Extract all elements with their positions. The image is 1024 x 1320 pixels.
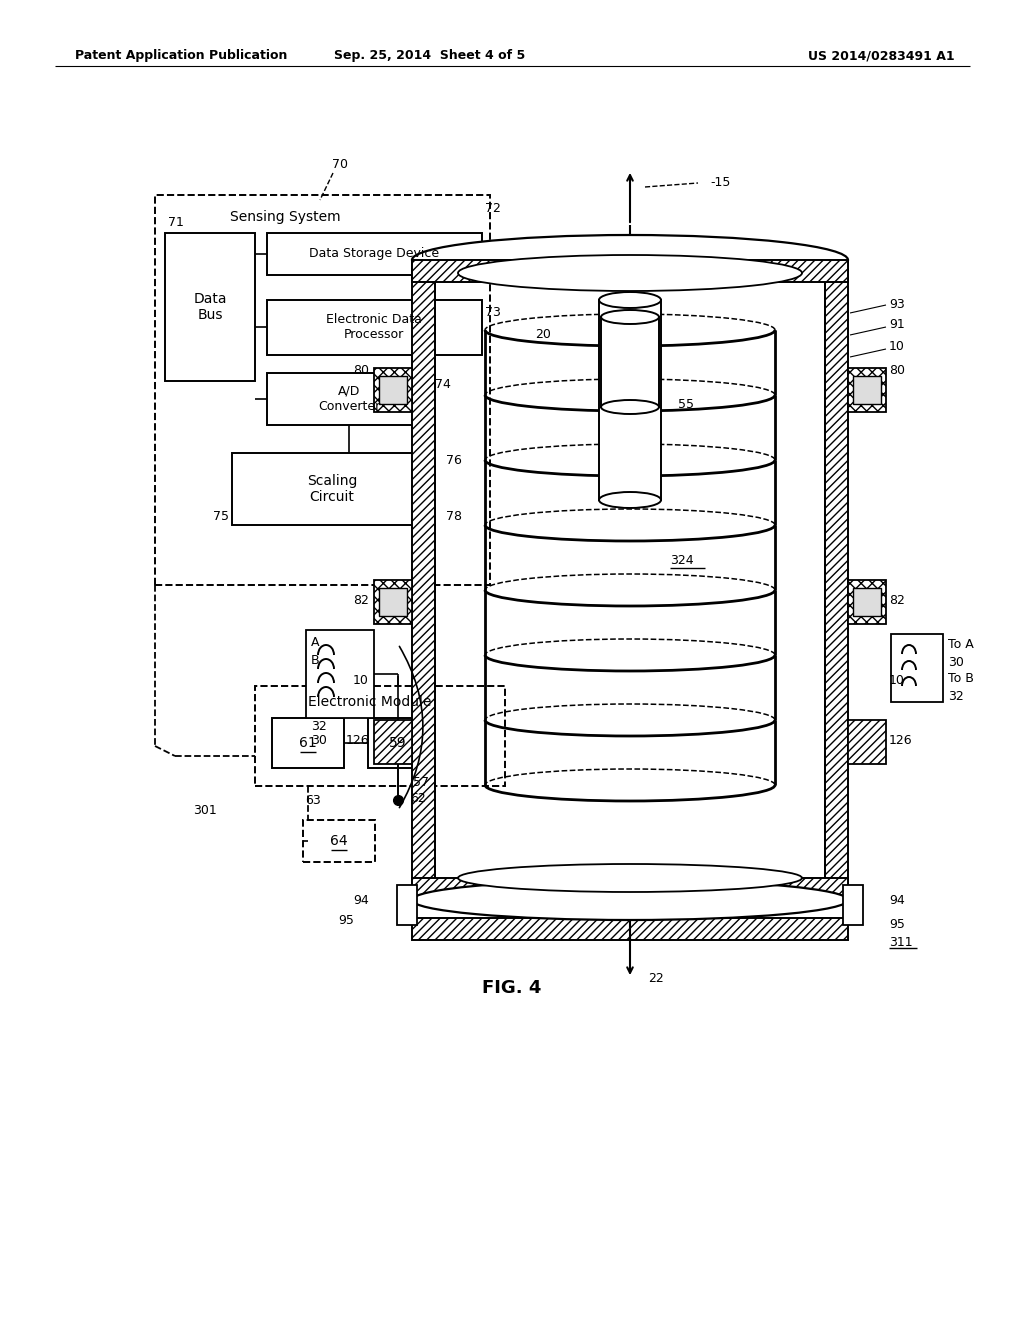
Bar [848,579,886,624]
Bar [412,260,435,900]
Text: Sensing System: Sensing System [229,210,340,224]
Bar [255,686,505,785]
Bar [843,884,863,925]
Bar [267,300,482,355]
Bar [267,374,432,425]
Text: 30: 30 [311,734,327,747]
Bar [379,587,407,616]
Bar [848,719,886,764]
Bar [272,718,344,768]
Text: -15: -15 [710,177,730,190]
Ellipse shape [412,235,848,285]
Ellipse shape [412,880,848,920]
Text: 64: 64 [330,834,348,847]
Text: To A: To A [948,638,974,651]
Text: 73: 73 [485,305,501,318]
Text: 82: 82 [889,594,905,606]
Text: 30: 30 [948,656,964,668]
Text: 71: 71 [168,216,184,230]
Bar [374,719,412,764]
Bar [412,917,848,940]
Text: Electronic Module: Electronic Module [308,696,432,709]
Text: 55: 55 [678,399,694,412]
Text: 20: 20 [535,329,551,342]
Text: 10: 10 [889,673,905,686]
Text: A: A [311,635,319,648]
Text: To B: To B [948,672,974,685]
Ellipse shape [458,865,802,892]
Text: 80: 80 [353,363,369,376]
Text: 95: 95 [889,919,905,932]
Bar [848,368,886,412]
Text: 72: 72 [485,202,501,215]
Text: 63: 63 [305,793,321,807]
Text: 91: 91 [889,318,905,331]
Text: 94: 94 [889,894,905,907]
Text: 126: 126 [345,734,369,747]
Text: 10: 10 [353,673,369,686]
Bar [306,630,374,718]
Text: 80: 80 [889,363,905,376]
Bar [853,376,881,404]
Text: 59: 59 [389,737,407,750]
Text: 75: 75 [213,511,229,524]
Bar [155,195,490,585]
Bar [599,300,662,500]
Text: 78: 78 [446,511,462,524]
Bar [412,260,848,282]
Text: 311: 311 [889,936,912,949]
Bar [891,634,943,702]
Text: A/D
Converter: A/D Converter [317,385,380,413]
Ellipse shape [458,255,802,290]
Text: B: B [311,653,319,667]
Ellipse shape [599,292,662,308]
Text: 32: 32 [948,689,964,702]
Bar [232,453,432,525]
Text: 25: 25 [615,348,631,362]
Text: 70: 70 [332,158,348,172]
Text: 10: 10 [889,341,905,354]
Text: 32: 32 [311,719,327,733]
Text: 324: 324 [670,553,693,566]
Text: 93: 93 [889,298,905,312]
Text: Scaling
Circuit: Scaling Circuit [307,474,357,504]
Text: 61: 61 [299,737,316,750]
Text: 74: 74 [435,379,451,392]
Text: Sep. 25, 2014  Sheet 4 of 5: Sep. 25, 2014 Sheet 4 of 5 [335,49,525,62]
Bar [374,368,412,412]
Bar [397,884,417,925]
Text: 22: 22 [648,972,664,985]
Bar [825,260,848,900]
Text: US 2014/0283491 A1: US 2014/0283491 A1 [808,49,955,62]
Ellipse shape [601,400,659,414]
Text: FIG. 4: FIG. 4 [482,979,542,997]
Text: 95: 95 [338,913,354,927]
Text: 126: 126 [889,734,912,747]
Bar [412,878,848,900]
Text: Electronic Data
Processor: Electronic Data Processor [326,313,422,341]
Bar [267,234,482,275]
Text: 301: 301 [193,804,217,817]
Text: 76: 76 [446,454,462,467]
Text: 94: 94 [353,894,369,907]
Text: Patent Application Publication: Patent Application Publication [75,49,288,62]
Bar [601,317,659,407]
Bar [303,820,375,862]
Bar [853,587,881,616]
Bar [374,579,412,624]
Text: Data
Bus: Data Bus [194,292,226,322]
Bar [368,718,428,768]
Text: Data Storage Device: Data Storage Device [309,248,439,260]
Text: 57: 57 [413,776,429,788]
Bar [165,234,255,381]
Ellipse shape [599,492,662,508]
Ellipse shape [601,310,659,323]
Text: 62: 62 [410,792,426,804]
Text: 82: 82 [353,594,369,606]
Bar [379,376,407,404]
